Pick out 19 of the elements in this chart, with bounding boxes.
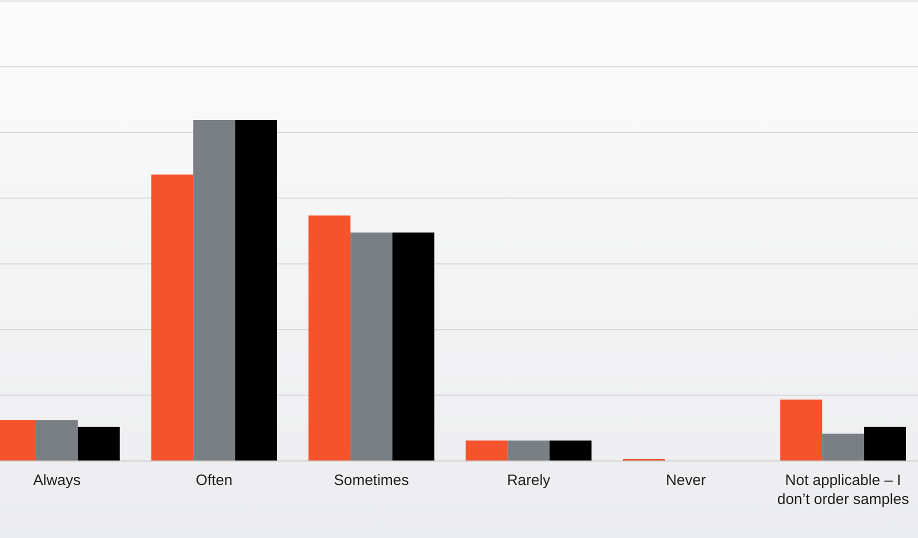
bar [864, 426, 906, 461]
x-tick-label: Rarely [506, 472, 551, 489]
bar [822, 434, 864, 461]
x-tick-label: Always [33, 472, 81, 489]
bar [151, 174, 194, 461]
bar [392, 232, 434, 461]
x-tick-label: Never [666, 472, 706, 489]
bar [308, 215, 350, 461]
bar [78, 426, 120, 461]
bar [550, 440, 592, 461]
x-tick-label: Sometimes [334, 472, 409, 489]
bar [466, 440, 508, 461]
bar [235, 120, 278, 461]
x-tick-label: Often [196, 472, 232, 489]
x-tick-label: Not applicable – I don’t order samples [777, 472, 909, 508]
bar [350, 232, 392, 461]
bar [193, 120, 236, 461]
bar [508, 440, 550, 461]
bar [780, 400, 822, 461]
